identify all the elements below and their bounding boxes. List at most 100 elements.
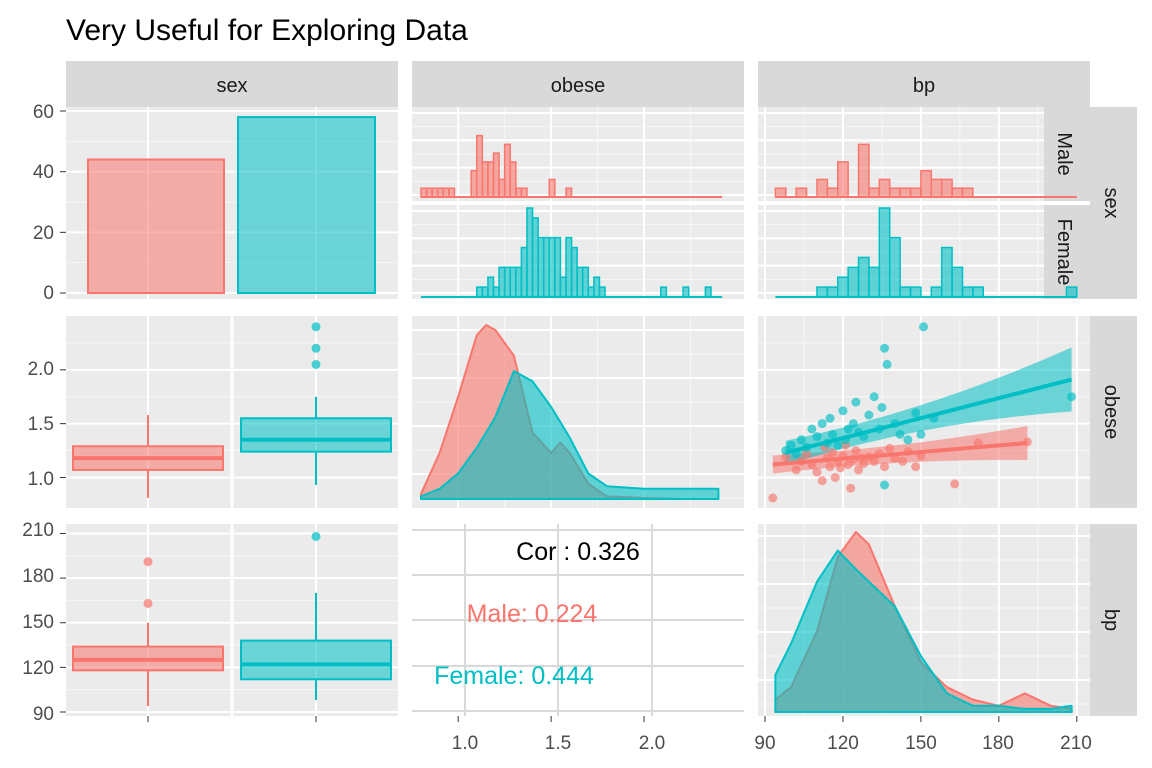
scatter-point-female-33 [1067,392,1077,402]
ytick-bp-210: 210 [22,520,54,541]
scatter-point-male-23 [859,459,869,468]
hist-bar-bp-male-17 [951,187,964,198]
scatter-point-female-20 [869,392,879,402]
hist-bar-bp-male-13 [909,187,922,198]
hist-bar-bp-female-18 [961,286,974,298]
scatter-point-female-1 [786,440,796,450]
scatter-point-female-10 [828,429,838,439]
strip-col-obese-label: obese [551,75,606,97]
hist-bar-bp-female-7 [847,266,860,298]
hist-bar-obese-female-51 [704,286,712,298]
scatter-point-male-34 [950,479,960,489]
scatter-point-male-1 [781,452,791,462]
hist-bar-bp-male-2 [795,187,808,198]
xtick-obese-1: 1.0 [452,733,478,754]
ytick-obese-3: 2.0 [28,359,54,380]
scatter-point-male-20 [851,446,861,456]
hist-bar-obese-female-11 [481,286,489,298]
strip-facet-female [1044,205,1090,299]
hist-bar-bp-female-9 [868,266,881,298]
box-bp-female-outlier-0 [311,531,321,541]
hist-bar-obese-female-31 [593,276,601,298]
scatter-point-female-31 [919,322,928,332]
hist-bar-obese-female-14 [498,266,506,298]
xtick-bp-210: 210 [1060,733,1092,754]
strip-facet-male [1044,107,1090,201]
scatter-point-female-23 [880,343,889,353]
scatter-point-female-3 [796,435,806,445]
hist-bar-bp-female-6 [837,276,849,298]
scatter-point-female-11 [833,440,843,450]
hist-bar-obese-female-20 [531,217,539,298]
strip-col-bp [758,61,1090,107]
scatter-point-male-32 [911,462,921,472]
hist-bar-obese-male-5 [448,187,456,198]
hist-bar-obese-male-0 [420,187,428,198]
hist-bar-obese-female-29 [581,266,590,298]
hist-bar-obese-female-25 [559,276,567,298]
strip-row-bp-label: bp [1100,609,1122,631]
bar-female [237,116,376,294]
scatter-point-female-30 [916,429,926,439]
strip-col-obese [412,61,744,107]
hist-bar-bp-female-11 [888,236,901,298]
strip-row-sex-label: sex [1100,187,1122,218]
xtick-bp-120: 120 [827,733,859,754]
hist-bar-bp-male-9 [868,187,881,198]
scatter-point-female-28 [903,435,913,445]
scatter-point-female-9 [825,413,835,423]
box-obese-female-outlier-2 [311,322,321,332]
box-obese-female-box [240,417,392,453]
hist-bar-obese-female-12 [487,276,495,298]
scatter-point-female-27 [895,429,905,439]
hist-bar-bp-female-16 [940,246,953,298]
hist-bar-obese-male-15 [503,143,511,198]
scatter-point-female-16 [851,397,861,407]
density-obese-female [420,370,720,500]
scatter-point-female-29 [911,408,921,418]
strip-row-bp [1090,524,1137,716]
hist-bar-obese-male-17 [515,187,523,198]
cor-male: Male: 0.224 [467,600,598,628]
cor-overall: Cor : 0.326 [516,538,640,566]
hist-bar-obese-female-30 [587,286,595,298]
scatter-point-male-0 [768,493,778,503]
hist-bar-bp-male-16 [940,178,953,198]
ytick-bp-180: 180 [22,566,54,587]
ytick-sex-40: 40 [33,162,54,183]
hist-bar-bp-female-28 [1065,286,1078,298]
ytick-sex-20: 20 [33,223,54,244]
ytick-sex-0: 0 [43,283,54,304]
strip-col-bp-label: bp [913,75,935,97]
hist-bar-bp-female-17 [951,266,964,298]
box-bp-female-box [240,639,392,681]
hist-bar-obese-male-16 [509,161,517,198]
hist-bar-bp-male-14 [920,169,933,198]
scatter-point-male-7 [817,476,827,486]
scatter-point-female-12 [838,406,848,416]
scatter-point-male-4 [802,449,812,459]
hist-bar-obese-male-14 [498,178,506,198]
ytick-obese-2: 1.5 [28,414,54,435]
scatter-point-male-21 [854,465,863,475]
scatter-point-male-10 [825,462,835,472]
xtick-bp-90: 90 [754,733,775,754]
hist-bar-bp-male-0 [774,187,787,198]
hist-bar-bp-male-18 [961,187,974,198]
box-bp-male-outlier-1 [143,557,153,567]
hist-bar-bp-male-8 [857,143,870,198]
hist-bar-obese-male-9 [470,169,478,198]
hist-bar-obese-male-4 [442,187,450,198]
box-obese-female-outlier-1 [311,343,321,353]
hist-bar-bp-female-19 [972,286,985,298]
scatter-point-male-6 [812,467,822,477]
ytick-bp-120: 120 [22,658,54,679]
hist-bar-obese-male-18 [520,187,528,198]
strip-col-sex [66,61,398,107]
hist-bar-bp-male-10 [878,178,891,198]
panel-backgrounds [66,107,1090,716]
scatter-point-female-19 [864,410,874,420]
hist-bar-obese-male-1 [425,187,433,198]
bar-male [87,158,225,294]
scatter-point-male-2 [791,465,801,475]
